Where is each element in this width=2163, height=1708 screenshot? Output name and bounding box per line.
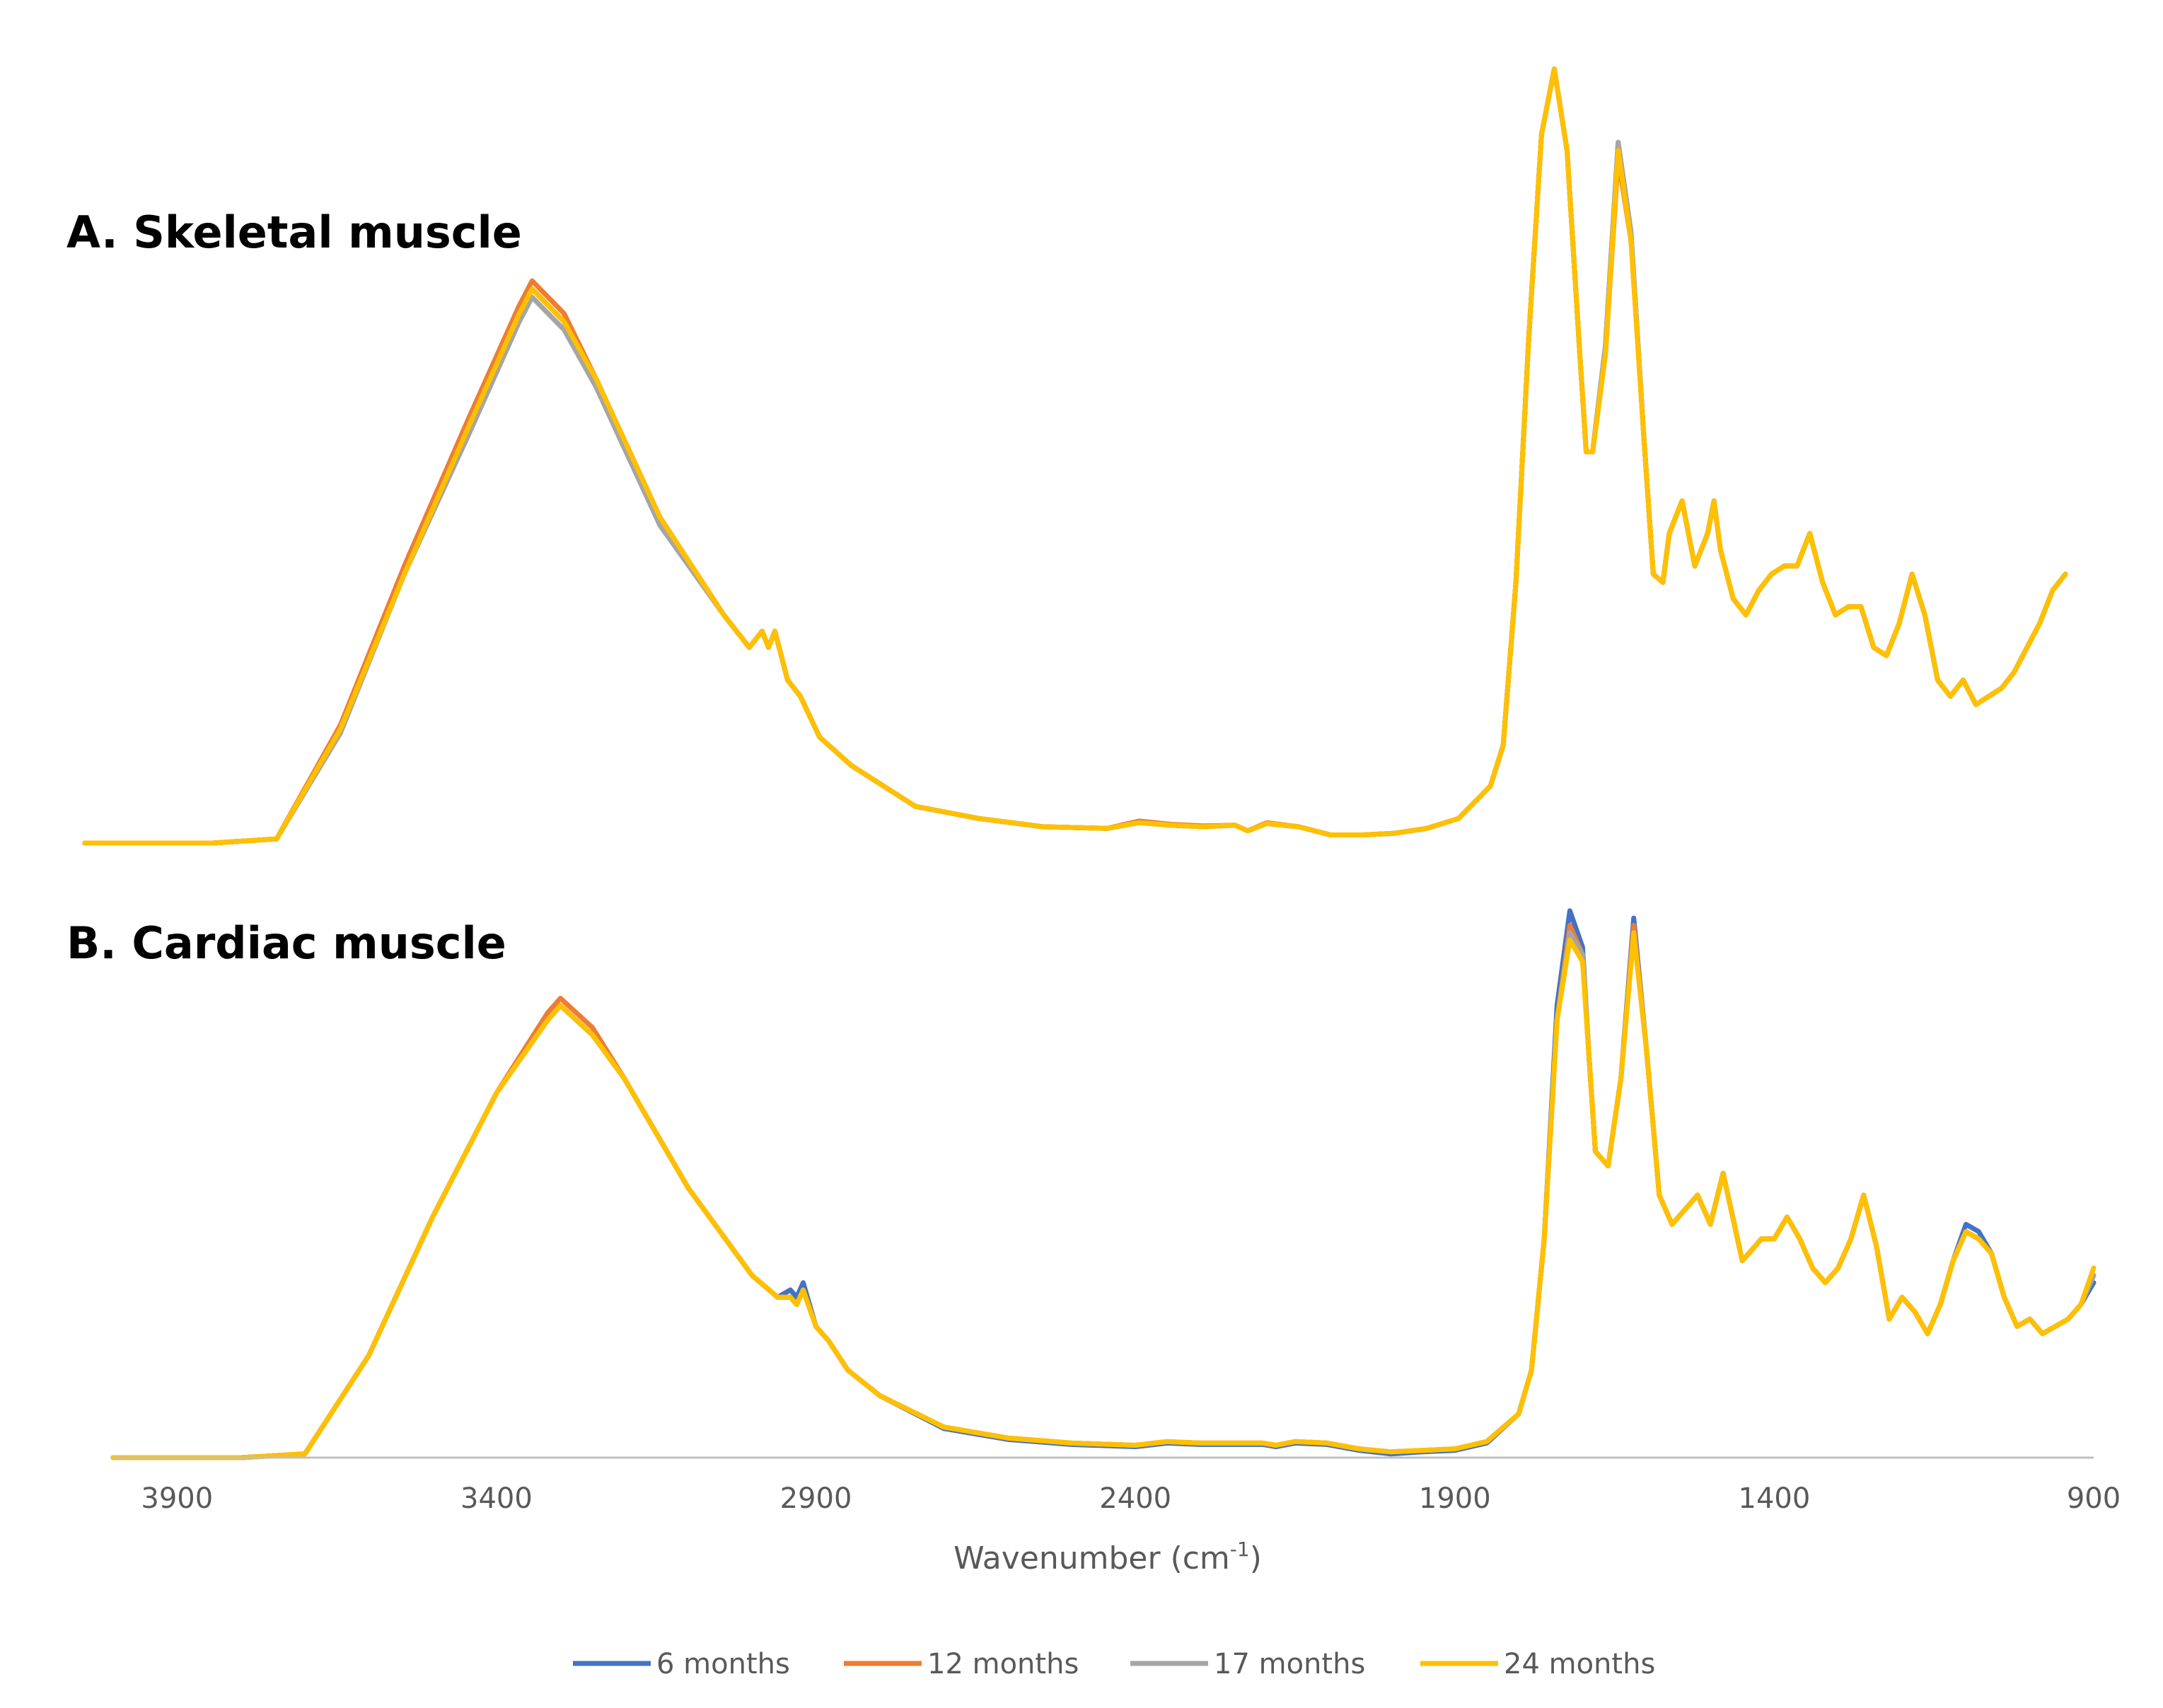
series-line-17-months bbox=[82, 66, 2068, 846]
panel-b-series bbox=[110, 908, 2097, 1460]
legend-item-24-months: 24 months bbox=[1420, 1648, 1655, 1680]
legend-label: 17 months bbox=[1214, 1648, 1365, 1680]
series-line-6-months bbox=[82, 66, 2068, 846]
legend-label: 24 months bbox=[1504, 1648, 1655, 1680]
legend-label: 12 months bbox=[927, 1648, 1079, 1680]
x-axis-ticks: 3900 3400 2900 2400 1900 1400 900 bbox=[141, 1482, 2121, 1515]
x-tick-label: 1900 bbox=[1419, 1482, 1491, 1515]
legend-item-6-months: 6 months bbox=[573, 1648, 790, 1680]
legend-item-12-months: 12 months bbox=[844, 1648, 1079, 1680]
series-line-24-months bbox=[110, 930, 2097, 1460]
series-line-12-months bbox=[110, 922, 2097, 1460]
panel-a-series bbox=[82, 66, 2068, 846]
x-tick-label: 3900 bbox=[141, 1482, 213, 1515]
x-axis-label-sup: -1 bbox=[1230, 1538, 1250, 1561]
series-line-17-months bbox=[110, 930, 2097, 1460]
legend-label: 6 months bbox=[656, 1648, 790, 1680]
series-line-6-months bbox=[110, 908, 2097, 1460]
series-line-12-months bbox=[82, 66, 2068, 846]
x-axis-label: Wavenumber (cm-1) bbox=[953, 1538, 1262, 1576]
series-line-24-months bbox=[82, 66, 2068, 846]
x-axis-label-main: Wavenumber (cm bbox=[953, 1540, 1230, 1576]
x-tick-label: 1400 bbox=[1739, 1482, 1811, 1515]
legend-item-17-months: 17 months bbox=[1130, 1648, 1365, 1680]
legend: 6 months 12 months 17 months 24 months bbox=[573, 1648, 1655, 1680]
x-axis-label-end: ) bbox=[1250, 1540, 1262, 1576]
x-tick-label: 2400 bbox=[1099, 1482, 1171, 1515]
panel-b-title: B. Cardiac muscle bbox=[66, 917, 506, 969]
panel-a-title: A. Skeletal muscle bbox=[66, 207, 522, 258]
x-tick-label: 900 bbox=[2067, 1482, 2121, 1515]
x-tick-label: 3400 bbox=[460, 1482, 533, 1515]
x-tick-label: 2900 bbox=[780, 1482, 852, 1515]
